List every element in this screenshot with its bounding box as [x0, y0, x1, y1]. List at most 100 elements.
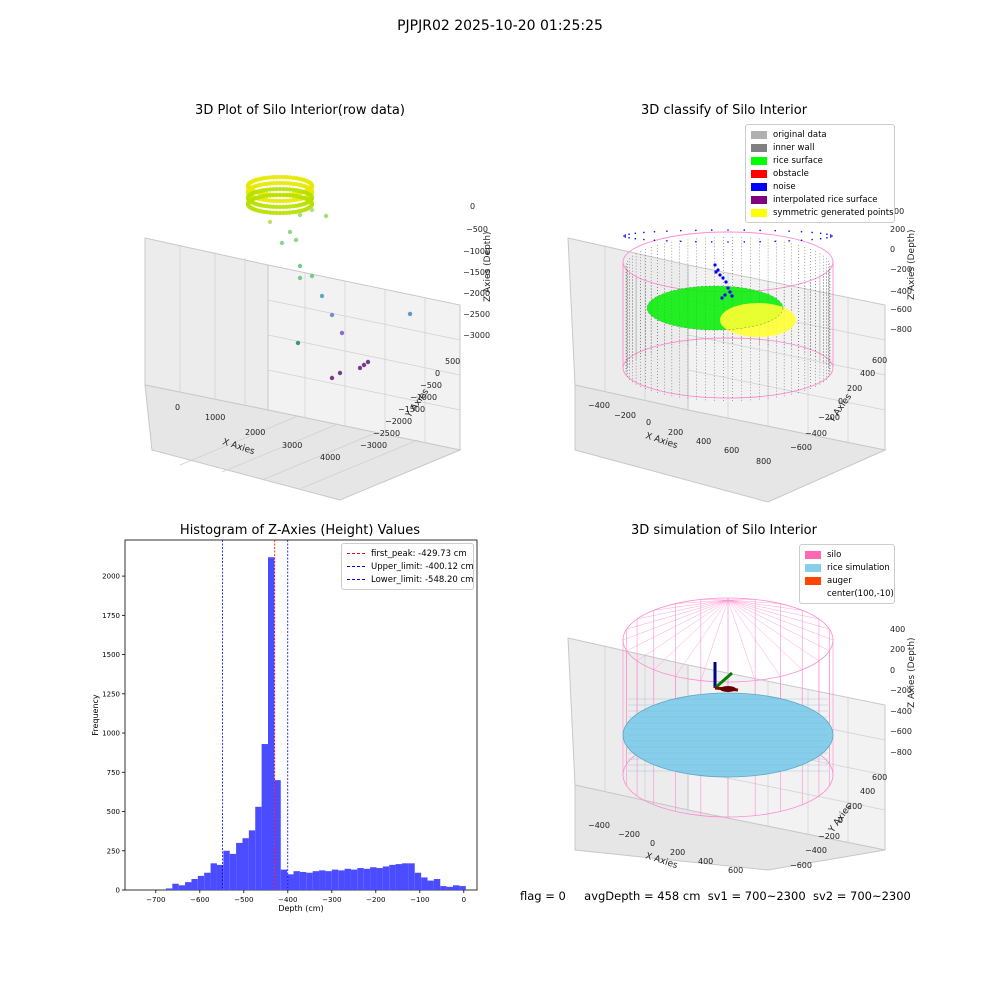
histogram-bar — [453, 885, 460, 890]
legend-item-upper-limit: Upper_limit: -400.12 cm — [347, 560, 474, 573]
histogram-bar — [172, 883, 179, 890]
noise-point — [727, 229, 729, 231]
legend-line — [347, 553, 365, 554]
avg-depth-text: avgDepth = 458 cm — [584, 889, 701, 903]
raw-point — [284, 180, 289, 186]
histogram-frame — [124, 539, 478, 891]
histogram-bar — [216, 864, 224, 890]
y-tick-label: 2000 — [102, 573, 120, 581]
noise-point — [695, 229, 697, 232]
raw-point — [297, 263, 303, 269]
noise-point — [628, 233, 630, 235]
raw-point — [281, 204, 286, 210]
raw-ytick: −1000 — [410, 393, 437, 402]
silo-roof-strut — [727, 599, 830, 630]
raw-point — [271, 180, 276, 186]
raw-point — [274, 192, 279, 198]
noise-point — [713, 263, 717, 267]
histogram-bar — [312, 871, 320, 890]
noise-point — [730, 294, 734, 298]
silo-roof-strut — [727, 599, 781, 677]
raw-ytick: −2500 — [373, 429, 400, 438]
histogram-bar — [446, 886, 454, 890]
y-tick-label: 750 — [107, 769, 120, 777]
raw-ztick: −2000 — [463, 289, 490, 298]
raw-point — [287, 229, 293, 235]
x-tick-label: 0 — [462, 896, 466, 904]
raw-ytick: 0 — [435, 369, 440, 378]
histogram-bar — [395, 864, 402, 890]
classify-xtick: 600 — [724, 446, 739, 455]
raw-point — [284, 198, 289, 204]
raw-point — [365, 359, 371, 365]
x-tick-label: −700 — [146, 896, 165, 904]
histogram-bar — [338, 870, 345, 890]
noise-point — [634, 237, 637, 240]
legend-line — [347, 579, 365, 580]
histogram-x-ticks: −700 −600 −500 −400 −300 −200 −100 0 — [146, 890, 466, 904]
legend-label: Lower_limit: -548.20 cm — [371, 574, 474, 585]
raw-ztick: 0 — [470, 202, 475, 211]
raw-point — [337, 370, 343, 376]
legend-item-interpolated: interpolated rice surface — [751, 193, 889, 206]
silo-roof-strut — [727, 599, 756, 601]
y-tick-label: 1500 — [102, 651, 120, 659]
raw-point — [361, 362, 367, 368]
raw-point — [407, 311, 413, 317]
histogram-bar — [287, 874, 294, 890]
legend-label: original data — [773, 129, 827, 140]
raw-ytick: −2000 — [385, 417, 412, 426]
histogram-bar — [261, 744, 268, 890]
raw-point — [274, 210, 279, 216]
raw-point — [277, 192, 283, 198]
raw-point — [295, 340, 301, 346]
legend-label: rice simulation — [827, 562, 890, 573]
raw-point — [329, 312, 335, 318]
legend-line — [347, 566, 365, 567]
legend-item-original-data: original data — [751, 128, 889, 141]
sv2-text: sv2 = 700~2300 — [812, 889, 911, 903]
noise-point — [759, 240, 761, 243]
simulation-ytick: 400 — [860, 787, 875, 796]
noise-point — [623, 235, 625, 237]
raw-point — [284, 204, 289, 210]
simulation-plot-title: 3D simulation of Silo Interior — [631, 523, 817, 538]
histogram-bar — [165, 888, 173, 890]
noise-point — [624, 236, 627, 238]
noise-point — [666, 230, 668, 232]
silo-roof-strut — [700, 599, 729, 681]
raw-point — [287, 198, 293, 203]
raw-point — [281, 180, 286, 186]
noise-point — [788, 230, 790, 232]
simulation-ztick: 0 — [890, 666, 895, 675]
raw-point — [271, 210, 276, 216]
classify-ytick: −600 — [790, 443, 812, 452]
simulation-ytick: 600 — [872, 773, 887, 782]
legend-label: interpolated rice surface — [773, 194, 878, 205]
legend-item-symmetric: symmetric generated points — [751, 206, 894, 219]
silo-roof-strut — [653, 599, 729, 611]
raw-point — [274, 174, 279, 180]
classify-3d-plot: −400 −200 0 200 400 600 800 X Axies 600 … — [567, 207, 917, 503]
raw-point — [267, 219, 273, 225]
legend-item-inner-wall: inner wall — [751, 141, 889, 154]
noise-point — [643, 238, 645, 241]
histogram-title: Histogram of Z-Axies (Height) Values — [179, 523, 421, 538]
histogram-bar — [350, 869, 358, 890]
rice-surface-points — [646, 285, 796, 337]
y-tick-label: 1250 — [102, 690, 120, 698]
histogram-bar — [229, 853, 237, 890]
histogram-bars — [165, 557, 466, 890]
histogram-bar — [319, 870, 326, 890]
noise-point — [666, 240, 668, 242]
raw-point — [277, 186, 283, 192]
histogram-bar — [306, 872, 313, 890]
classify-xtick: 800 — [756, 457, 771, 466]
noise-point — [819, 232, 822, 235]
raw-ztick: −1500 — [463, 268, 490, 277]
simulation-ztick: −400 — [890, 707, 912, 716]
classify-xtick: 200 — [668, 428, 683, 437]
simulation-ztick: −800 — [890, 748, 912, 757]
histogram-bar — [363, 868, 371, 890]
noise-point — [811, 231, 813, 234]
